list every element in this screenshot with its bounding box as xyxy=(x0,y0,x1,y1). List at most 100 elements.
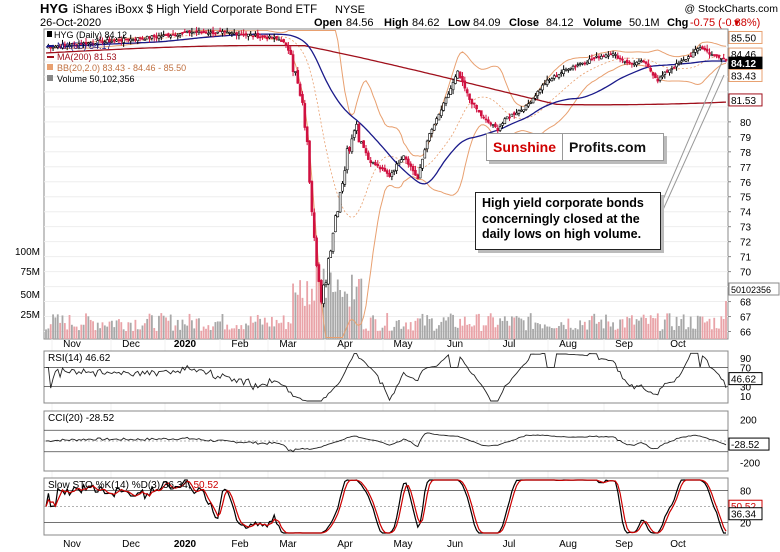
candle-body xyxy=(237,33,241,36)
candle-body xyxy=(595,55,598,58)
volume-bar xyxy=(219,321,222,339)
volume-bar xyxy=(426,315,429,339)
volume-bar xyxy=(181,319,184,339)
candle-body xyxy=(270,37,274,39)
candle-body xyxy=(437,113,441,121)
volume-bar xyxy=(339,290,342,339)
annotation-box: High yield corporate bonds concerningly … xyxy=(475,192,661,250)
candle-body xyxy=(96,40,100,45)
candle-body xyxy=(204,31,208,34)
candle-body xyxy=(621,58,624,61)
candle-body xyxy=(68,45,71,47)
volume-bar xyxy=(536,323,539,339)
candle-body xyxy=(428,133,431,142)
volume-bar xyxy=(607,321,610,339)
candle-body xyxy=(148,36,151,39)
candle-body xyxy=(404,156,408,160)
candle-body xyxy=(244,33,248,36)
candle-body xyxy=(82,42,85,45)
candle-body xyxy=(491,124,495,126)
price-tick-10: 75 xyxy=(740,193,752,204)
candle-body xyxy=(141,38,144,40)
candle-body xyxy=(402,155,405,160)
low-value: 84.09 xyxy=(473,17,501,29)
volume-bar xyxy=(369,317,372,339)
sto-d-line xyxy=(45,479,727,534)
volume-bar xyxy=(492,317,494,339)
volume-bar xyxy=(200,330,203,339)
candle-body xyxy=(567,69,570,71)
candle-body xyxy=(682,59,685,62)
candle-body xyxy=(414,169,417,176)
candle-body xyxy=(519,109,523,112)
candle-body xyxy=(531,97,535,104)
volume-bar xyxy=(245,323,247,339)
price-tick-19: 66 xyxy=(740,328,752,339)
candle-body xyxy=(251,35,255,38)
rsi-panel xyxy=(43,350,729,404)
candle-body xyxy=(72,42,76,45)
candle-body xyxy=(712,54,716,56)
volume-bar xyxy=(685,329,687,339)
price-tick-11: 74 xyxy=(740,208,752,219)
candle-body xyxy=(479,110,483,117)
volume-bar xyxy=(162,315,165,339)
candle-body xyxy=(70,43,74,46)
candle-body xyxy=(263,35,267,38)
candle-body xyxy=(409,163,413,167)
volume-bar xyxy=(652,317,654,339)
candle-body xyxy=(51,46,55,49)
candle-body xyxy=(611,53,615,56)
rsi-tick: 30 xyxy=(740,383,752,394)
volume-bar xyxy=(273,326,276,339)
volume-bar xyxy=(501,320,504,339)
volume-bar xyxy=(581,325,584,339)
candle-body xyxy=(694,49,697,53)
volume-bar xyxy=(346,293,349,339)
candle-body xyxy=(710,54,714,57)
candle-body xyxy=(134,38,137,41)
candle-body xyxy=(517,110,521,114)
candle-body xyxy=(284,42,288,46)
volume-bar xyxy=(47,328,50,339)
legend-price: HYG (Daily) 84.12 xyxy=(54,30,127,40)
candle-body xyxy=(112,39,116,42)
price-tick-2: 84.12 xyxy=(731,59,756,70)
price-tick-6: 79 xyxy=(740,133,752,144)
candle-body xyxy=(581,62,584,65)
candle-body xyxy=(527,103,530,107)
volume-bar xyxy=(438,325,440,339)
volume-bar xyxy=(127,322,130,339)
volume-bar xyxy=(129,322,132,339)
x-label-bottom-dec: Dec xyxy=(122,539,140,550)
candle-body xyxy=(279,40,283,42)
volume-bar xyxy=(148,313,151,339)
volume-bar xyxy=(381,327,384,339)
volume-bar xyxy=(158,315,160,339)
candle-body xyxy=(117,39,121,42)
volume-bar xyxy=(136,329,139,339)
candle-body xyxy=(505,116,509,120)
volume-bar xyxy=(134,319,137,339)
logo-left: Sunshine xyxy=(487,134,564,160)
candle-body xyxy=(352,130,356,138)
candle-body xyxy=(465,89,469,94)
candle-body xyxy=(362,140,365,148)
candle-body xyxy=(656,78,660,82)
candle-body xyxy=(61,43,64,49)
volume-value: 50.1M xyxy=(629,17,660,29)
volume-bar xyxy=(623,327,626,339)
candle-body xyxy=(296,70,300,84)
candle-body xyxy=(84,42,88,45)
volume-bar xyxy=(548,326,551,339)
candle-body xyxy=(416,174,420,179)
volume-bar xyxy=(555,327,558,339)
price-tick-5: 80 xyxy=(740,118,752,129)
candle-body xyxy=(89,42,93,45)
volume-bar xyxy=(350,274,353,339)
volume-bar xyxy=(141,325,144,339)
volume-bar xyxy=(282,315,285,339)
high-value: 84.62 xyxy=(412,17,440,29)
volume-bar xyxy=(708,318,711,339)
candle-body xyxy=(178,33,182,36)
